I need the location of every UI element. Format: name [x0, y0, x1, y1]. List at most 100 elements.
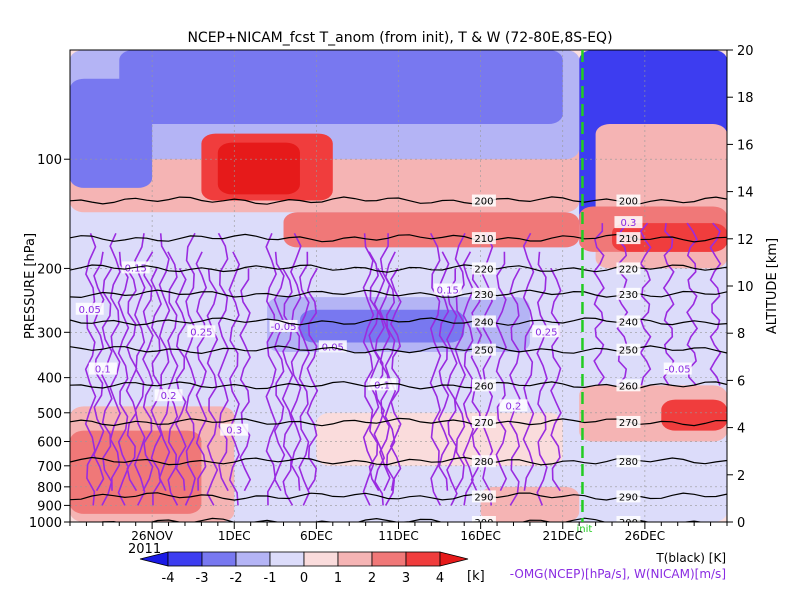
w-contour — [306, 268, 319, 492]
w-contour-layer: 0.050.10.150.20.250.3-0.050.050.10.150.2… — [75, 216, 722, 506]
temperature-contour-label: 230 — [474, 290, 493, 301]
w-contour — [446, 268, 458, 506]
y-tick-label-right: 18 — [737, 91, 754, 106]
contour-label-bg — [471, 287, 496, 300]
w-contour-label: 0.15 — [125, 263, 147, 274]
temperature-contour-label: 260 — [619, 381, 638, 392]
temperature-contour-label: 210 — [619, 234, 638, 245]
colorbar-tick-label: 0 — [300, 571, 308, 586]
contour-label-bg — [471, 415, 496, 428]
colorbar-tick-label: 3 — [402, 571, 410, 586]
w-contour — [522, 232, 535, 491]
temperature-contour-label: 220 — [474, 264, 493, 275]
contour-label-bg — [616, 379, 641, 392]
temperature-contour-label: 250 — [619, 346, 638, 357]
anomaly-region — [70, 430, 202, 514]
x-tick-label: 16DEC — [460, 529, 500, 543]
y-tick-label-left: 200 — [37, 262, 62, 277]
w-contour — [125, 267, 138, 492]
contour-label-bg — [616, 455, 641, 468]
w-label-bg — [154, 389, 183, 402]
w-label-bg — [75, 302, 104, 315]
contour-label-bg — [616, 315, 641, 328]
colorbar-segment — [337, 551, 373, 567]
contour-label-bg — [616, 415, 641, 428]
w-contour — [175, 268, 187, 491]
y-axis-right-title: ALTITUDE [km] — [765, 238, 780, 334]
w-label-bg — [187, 325, 216, 338]
anomaly-region — [283, 212, 580, 248]
init-label: init — [576, 524, 592, 535]
colorbar-tick-label: -4 — [162, 571, 175, 586]
temperature-contour-label: 270 — [474, 418, 493, 429]
temperature-contour-label: 250 — [474, 346, 493, 357]
w-contour — [495, 251, 508, 492]
y-tick-label-right: 14 — [737, 186, 754, 201]
w-contour — [429, 232, 442, 506]
temperature-contour-label: 200 — [474, 197, 493, 208]
y-tick-label-right: 12 — [737, 233, 754, 248]
colorbar-tick-label: 2 — [368, 571, 376, 586]
w-label-bg — [532, 325, 561, 338]
w-contour-label: 0.3 — [226, 426, 242, 437]
colorbar-tick-label: -1 — [264, 571, 277, 586]
colorbar-segment — [201, 551, 237, 567]
colorbar-segment — [405, 551, 441, 567]
y-axis-left-title: PRESSURE [hPa] — [23, 233, 38, 339]
anomaly-region — [217, 142, 300, 195]
colorbar: -4 -3 -2 -1 0 1 2 3 4 — [139, 551, 469, 586]
y-axis-right: 0 2 4 6 8 10 12 14 16 18 20 — [727, 44, 754, 531]
x-tick-label: 21DEC — [543, 529, 583, 543]
anomaly-region — [70, 78, 153, 188]
temperature-contour-label: 280 — [619, 457, 638, 468]
temperature-contour-label: 220 — [619, 264, 638, 275]
w-contour — [462, 251, 475, 506]
anomaly-region — [119, 50, 563, 125]
contour-label-bg — [616, 287, 641, 300]
temperature-contour-label: 290 — [474, 492, 493, 503]
x-axis: 26NOV 1DEC 6DEC 11DEC 16DEC 21DEC 26DEC — [69, 522, 728, 543]
temperature-contour-layer: 300 300 290 290 280 280 270 270 260 260 250 250 240 2… — [70, 194, 727, 529]
colorbar-segment — [235, 551, 271, 567]
temperature-contour-label: 210 — [474, 234, 493, 245]
w-contour — [228, 251, 241, 506]
w-contour — [109, 232, 121, 491]
w-contour — [362, 233, 375, 506]
w-contour-label: -0.05 — [271, 322, 297, 333]
w-label-bg — [433, 283, 462, 296]
y-tick-label-right: 0 — [737, 516, 745, 531]
w-label-bg — [614, 216, 643, 229]
contour-label-bg — [616, 516, 641, 522]
legend-temperature: T(black) [K] — [655, 551, 726, 565]
temperature-contour-label: 230 — [619, 290, 638, 301]
colorbar-unit: [k] — [467, 569, 485, 584]
w-contour-label: 0.15 — [437, 285, 459, 296]
colorbar-segment — [167, 551, 203, 567]
w-label-bg — [663, 362, 692, 375]
colorbar-tick-label: 1 — [334, 571, 342, 586]
w-contour — [281, 267, 294, 506]
w-contour-label: 0.2 — [161, 391, 177, 402]
w-contour — [158, 233, 171, 492]
colorbar-tick-label: 4 — [436, 571, 444, 586]
colorbar-segment — [269, 551, 305, 567]
contour-label-bg — [471, 516, 496, 522]
y-tick-label-left: 1000 — [29, 516, 62, 531]
x-tick-label: 26DEC — [625, 529, 665, 543]
temperature-contour-label: 300 — [619, 518, 638, 529]
y-tick-label-left: 700 — [37, 460, 62, 475]
w-contour-label: 0.1 — [95, 365, 111, 376]
w-contour — [265, 232, 278, 506]
contour-label-bg — [471, 315, 496, 328]
temperature-contour-label: 300 — [474, 518, 493, 529]
w-contour-label: 0.1 — [374, 380, 390, 391]
temperature-contour-label: 280 — [474, 457, 493, 468]
w-contour — [550, 268, 562, 492]
anomaly-fill-layer — [70, 50, 727, 522]
y-tick-label-right: 4 — [737, 422, 745, 437]
w-contour — [662, 222, 675, 386]
w-contour — [273, 251, 286, 492]
temperature-contour-label: 240 — [474, 317, 493, 328]
y-tick-label-right: 20 — [737, 44, 754, 59]
w-contour — [84, 233, 97, 506]
